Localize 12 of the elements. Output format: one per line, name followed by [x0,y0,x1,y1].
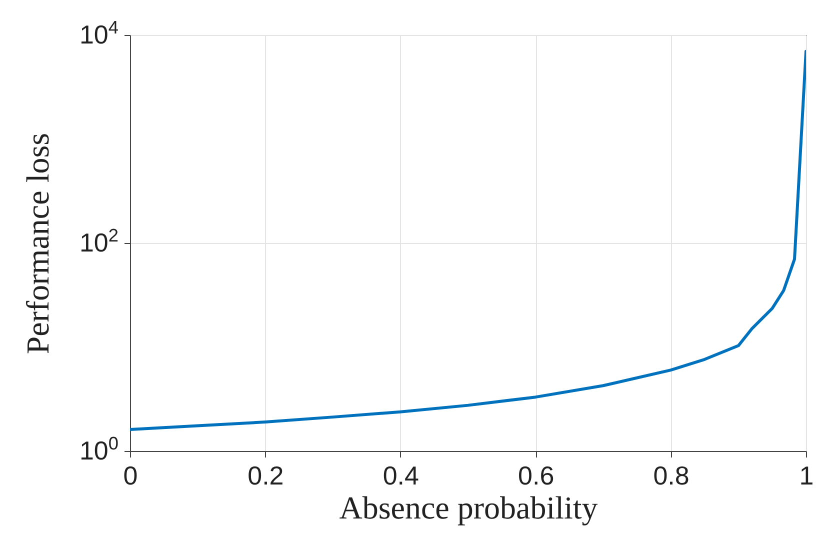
x-tick-label: 0 [123,460,138,490]
x-tick-label: 0.8 [653,460,690,490]
y-tick-label: 10$^{4}$ [79,18,118,50]
y-axis-title: Performance loss [20,132,56,354]
x-tick-label: 1 [799,460,814,490]
x-tick-label: 0.4 [382,460,419,490]
x-axis-title: Absence probability [339,490,598,526]
line-series [130,50,806,431]
x-tick-label: 0.6 [518,460,554,490]
y-tick-label: 10$^{2}$ [79,226,118,258]
x-tick-label: 0.2 [248,460,284,490]
y-tick-label: 10$^{0}$ [79,434,118,466]
